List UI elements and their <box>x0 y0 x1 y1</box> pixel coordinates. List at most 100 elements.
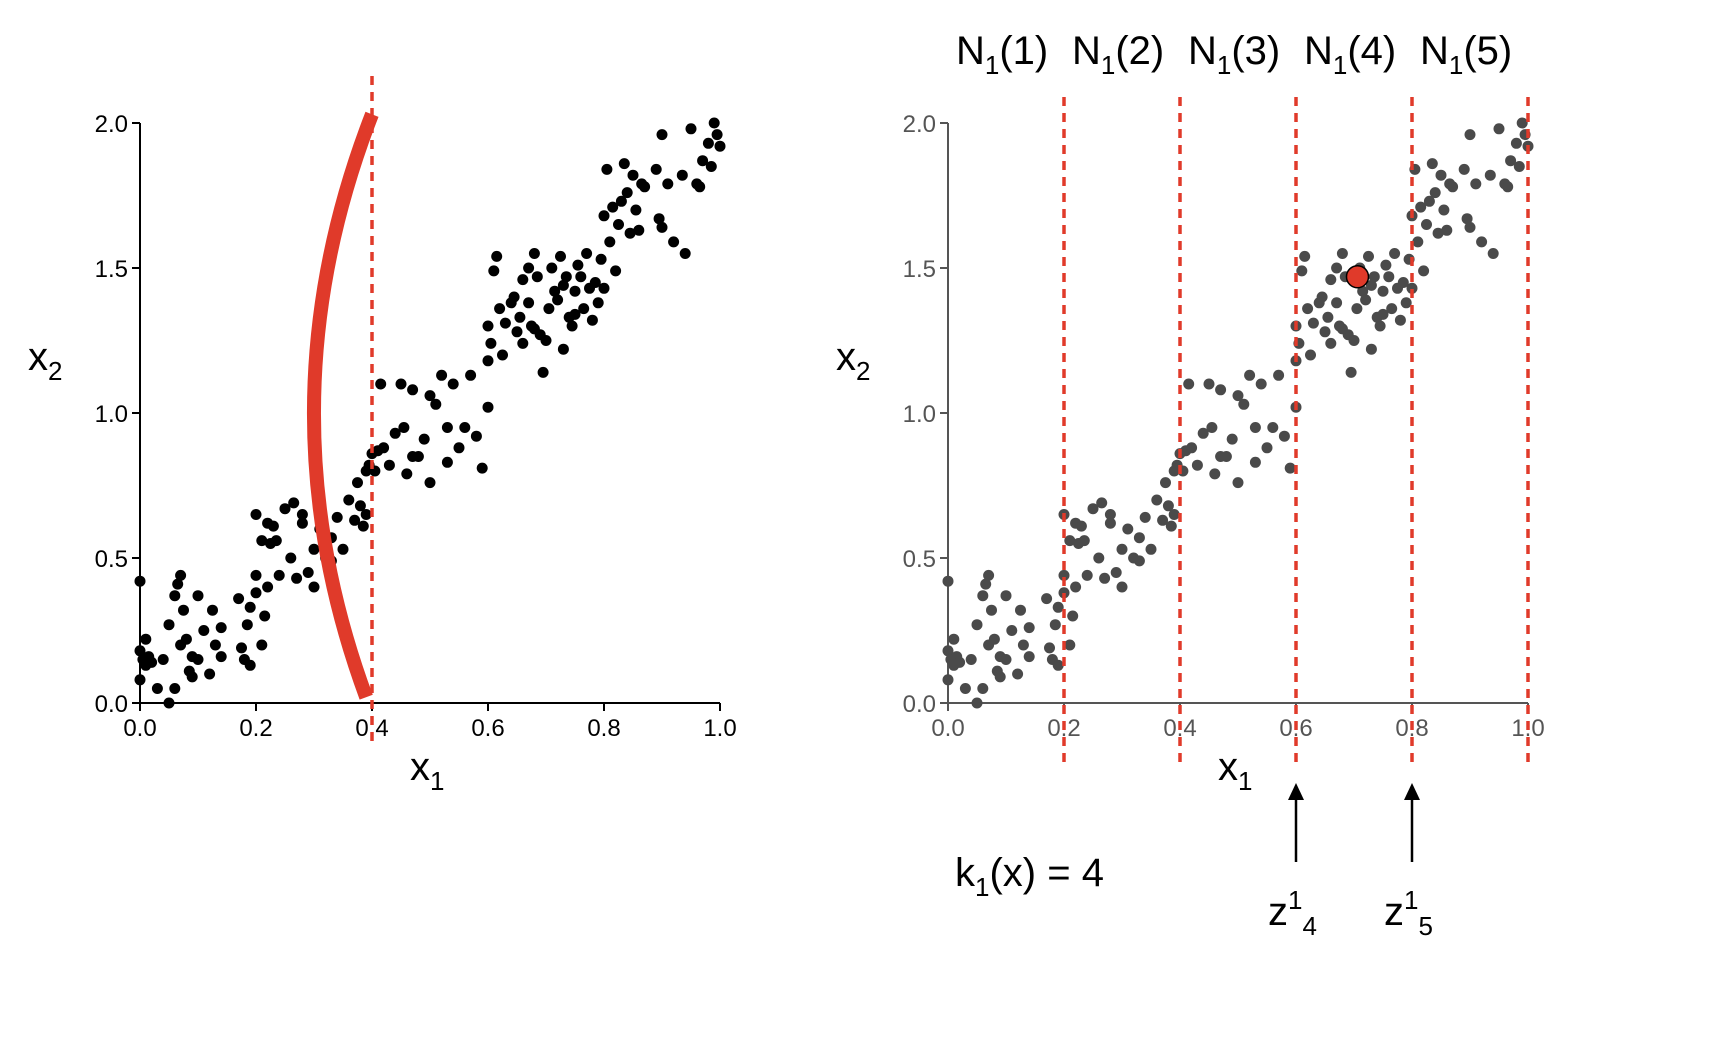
data-point <box>1412 236 1424 248</box>
data-point <box>1261 442 1273 454</box>
x-axis-title: x1 <box>1218 745 1252 796</box>
data-point <box>134 674 146 686</box>
data-point <box>204 668 216 680</box>
y-tick-label: 0.5 <box>95 546 128 573</box>
data-point <box>1000 590 1012 602</box>
data-point <box>383 459 395 471</box>
y-tick-label: 1.0 <box>95 401 128 428</box>
data-point <box>494 303 506 315</box>
data-point <box>653 213 665 225</box>
data-point <box>610 265 622 277</box>
query-point <box>1345 264 1370 289</box>
data-point <box>1331 262 1343 274</box>
data-point <box>1386 303 1398 315</box>
data-point <box>517 274 529 286</box>
data-point <box>482 401 494 413</box>
data-point <box>1493 123 1505 135</box>
data-point <box>569 308 581 320</box>
data-point <box>531 271 543 283</box>
arrow-label: z15 <box>1384 885 1433 941</box>
data-point <box>296 509 308 520</box>
data-point <box>1099 572 1111 584</box>
data-point <box>296 517 308 529</box>
data-point <box>514 311 526 323</box>
data-point <box>1116 581 1128 593</box>
data-point <box>1464 221 1476 233</box>
data-point <box>1157 514 1169 526</box>
data-point <box>1363 250 1374 262</box>
data-point <box>163 697 175 709</box>
data-point <box>1336 248 1348 259</box>
data-point <box>352 477 363 489</box>
data-point <box>488 265 500 277</box>
data-point <box>1464 129 1476 141</box>
bin-label-part: (5) <box>1463 29 1512 73</box>
data-point <box>1345 366 1357 378</box>
bin-label: N1(3) <box>1188 29 1280 80</box>
data-point <box>1383 271 1395 283</box>
data-point <box>1357 285 1369 297</box>
data-point <box>977 683 989 694</box>
data-point <box>1012 668 1024 680</box>
data-point <box>517 337 529 349</box>
data-point <box>1000 654 1012 665</box>
data-point <box>1058 569 1070 581</box>
data-point <box>1006 625 1018 636</box>
y-tick-label: 1.5 <box>95 256 128 283</box>
data-point <box>589 277 601 288</box>
data-point <box>1023 651 1035 663</box>
k-label-part: 1 <box>975 872 989 902</box>
data-point <box>1139 511 1151 523</box>
data-point <box>1249 422 1261 433</box>
data-point <box>604 236 616 248</box>
data-point <box>1238 398 1250 410</box>
data-point <box>942 674 954 686</box>
data-point <box>1348 335 1360 346</box>
x-axis-title-part: x <box>410 745 430 789</box>
data-point <box>983 569 995 581</box>
data-point <box>424 477 436 489</box>
data-point <box>586 314 598 326</box>
data-point <box>1215 451 1227 462</box>
data-point <box>714 140 726 152</box>
data-point <box>497 349 508 361</box>
x-tick-label: 0.2 <box>239 715 272 742</box>
data-point <box>140 633 152 645</box>
data-point <box>308 543 320 555</box>
data-point <box>1160 477 1171 489</box>
data-point <box>528 323 540 335</box>
data-point <box>1429 187 1441 199</box>
data-point <box>624 227 636 239</box>
data-point <box>250 509 262 520</box>
data-point <box>1470 178 1482 190</box>
scatter-points <box>942 117 1534 709</box>
data-point <box>1336 323 1348 335</box>
k-label-part: k <box>955 851 976 895</box>
data-point <box>639 181 651 193</box>
data-point <box>1075 520 1087 532</box>
data-point <box>656 129 668 141</box>
data-point <box>291 572 303 584</box>
data-point <box>256 535 268 547</box>
data-point <box>499 317 511 329</box>
data-point <box>378 442 390 454</box>
data-point <box>1374 320 1386 332</box>
data-point <box>215 651 227 663</box>
data-point <box>459 422 471 433</box>
bin-label-part: 1 <box>1101 50 1115 80</box>
data-point <box>1162 500 1174 512</box>
data-point <box>705 161 717 172</box>
x-tick-label: 0.0 <box>123 715 156 742</box>
data-point <box>1244 369 1256 381</box>
data-point <box>1400 297 1412 309</box>
data-point <box>1438 204 1450 216</box>
bin-label-part: N <box>956 29 985 73</box>
data-point <box>1064 535 1076 547</box>
data-point <box>581 248 593 259</box>
y-axis-title-part: x <box>836 335 856 379</box>
data-point <box>1267 422 1279 433</box>
data-point <box>508 291 520 303</box>
data-point <box>1365 279 1377 291</box>
arrow-label-part: 1 <box>1288 885 1302 915</box>
data-point <box>1209 468 1221 480</box>
